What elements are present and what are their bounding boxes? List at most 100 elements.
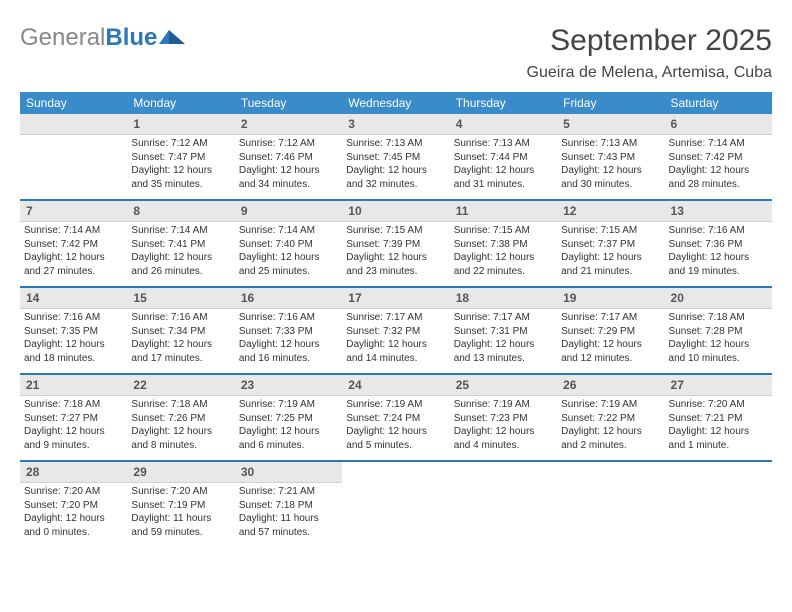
day-line: Sunset: 7:26 PM xyxy=(131,412,230,426)
day-line: and 16 minutes. xyxy=(239,352,338,366)
day-line: and 8 minutes. xyxy=(131,439,230,453)
day-line: Sunset: 7:41 PM xyxy=(131,238,230,252)
calendar-table: SundayMondayTuesdayWednesdayThursdayFrid… xyxy=(20,92,772,548)
calendar-cell: 7Sunrise: 7:14 AMSunset: 7:42 PMDaylight… xyxy=(20,201,127,287)
day-line: Sunset: 7:35 PM xyxy=(24,325,123,339)
day-line: and 0 minutes. xyxy=(24,526,123,540)
day-number: 26 xyxy=(557,375,664,396)
day-line: Sunrise: 7:12 AM xyxy=(239,137,338,151)
day-line: Sunrise: 7:15 AM xyxy=(561,224,660,238)
day-number: 7 xyxy=(20,201,127,222)
day-line: Sunrise: 7:19 AM xyxy=(454,398,553,412)
day-number: 30 xyxy=(235,462,342,483)
day-line: Daylight: 12 hours xyxy=(346,425,445,439)
day-line: and 22 minutes. xyxy=(454,265,553,279)
calendar-cell: 12Sunrise: 7:15 AMSunset: 7:37 PMDayligh… xyxy=(557,201,664,287)
day-number: 16 xyxy=(235,288,342,309)
day-body: Sunrise: 7:12 AMSunset: 7:47 PMDaylight:… xyxy=(127,135,234,195)
logo-text: GeneralBlue xyxy=(20,24,157,52)
calendar-cell: 22Sunrise: 7:18 AMSunset: 7:26 PMDayligh… xyxy=(127,375,234,461)
day-line: and 32 minutes. xyxy=(346,178,445,192)
day-line: and 4 minutes. xyxy=(454,439,553,453)
day-line: Sunset: 7:20 PM xyxy=(24,499,123,513)
day-line: Sunrise: 7:18 AM xyxy=(669,311,768,325)
calendar-cell: 25Sunrise: 7:19 AMSunset: 7:23 PMDayligh… xyxy=(450,375,557,461)
day-line: and 5 minutes. xyxy=(346,439,445,453)
day-line: Daylight: 12 hours xyxy=(561,251,660,265)
day-line: and 18 minutes. xyxy=(24,352,123,366)
calendar-cell: 15Sunrise: 7:16 AMSunset: 7:34 PMDayligh… xyxy=(127,288,234,374)
calendar-cell: 28 Sunrise: 7:20 AMSunset: 7:20 PMDayligh… xyxy=(20,462,127,548)
day-body: Sunrise: 7:20 AMSunset: 7:21 PMDaylight:… xyxy=(665,396,772,456)
calendar-cell: 1Sunrise: 7:12 AMSunset: 7:47 PMDaylight… xyxy=(127,114,234,200)
day-line: Sunrise: 7:18 AM xyxy=(24,398,123,412)
calendar-body: 1Sunrise: 7:12 AMSunset: 7:47 PMDaylight… xyxy=(20,114,772,548)
calendar-cell: 21Sunrise: 7:18 AMSunset: 7:27 PMDayligh… xyxy=(20,375,127,461)
calendar-cell: 24Sunrise: 7:19 AMSunset: 7:24 PMDayligh… xyxy=(342,375,449,461)
day-body: Sunrise: 7:21 AMSunset: 7:18 PMDaylight:… xyxy=(235,483,342,543)
location: Gueira de Melena, Artemisa, Cuba xyxy=(527,64,772,82)
calendar-cell: 4Sunrise: 7:13 AMSunset: 7:44 PMDaylight… xyxy=(450,114,557,200)
day-body: Sunrise: 7:19 AMSunset: 7:23 PMDaylight:… xyxy=(450,396,557,456)
calendar-cell: 2Sunrise: 7:12 AMSunset: 7:46 PMDaylight… xyxy=(235,114,342,200)
day-number: 18 xyxy=(450,288,557,309)
day-line: Daylight: 12 hours xyxy=(454,338,553,352)
title-block: September 2025 Gueira de Melena, Artemis… xyxy=(527,24,772,82)
day-number: 2 xyxy=(235,114,342,135)
day-line: and 12 minutes. xyxy=(561,352,660,366)
month-title: September 2025 xyxy=(527,24,772,58)
day-line: and 34 minutes. xyxy=(239,178,338,192)
day-number: 28 xyxy=(20,462,127,483)
day-line: and 1 minute. xyxy=(669,439,768,453)
day-line: Sunrise: 7:20 AM xyxy=(24,485,123,499)
day-line: Sunset: 7:36 PM xyxy=(669,238,768,252)
day-line: Daylight: 12 hours xyxy=(669,164,768,178)
day-body: Sunrise: 7:17 AMSunset: 7:29 PMDaylight:… xyxy=(557,309,664,369)
weekday-header: Wednesday xyxy=(342,92,449,114)
day-line: Sunset: 7:42 PM xyxy=(669,151,768,165)
day-line: and 30 minutes. xyxy=(561,178,660,192)
day-body: Sunrise: 7:14 AMSunset: 7:42 PMDaylight:… xyxy=(20,222,127,282)
day-body: Sunrise: 7:19 AMSunset: 7:24 PMDaylight:… xyxy=(342,396,449,456)
day-body: Sunrise: 7:17 AMSunset: 7:31 PMDaylight:… xyxy=(450,309,557,369)
calendar-cell: 5Sunrise: 7:13 AMSunset: 7:43 PMDaylight… xyxy=(557,114,664,200)
day-line: and 57 minutes. xyxy=(239,526,338,540)
weekday-header: Saturday xyxy=(665,92,772,114)
calendar-cell: 6Sunrise: 7:14 AMSunset: 7:42 PMDaylight… xyxy=(665,114,772,200)
calendar-head: SundayMondayTuesdayWednesdayThursdayFrid… xyxy=(20,92,772,114)
day-number: 6 xyxy=(665,114,772,135)
day-line: and 17 minutes. xyxy=(131,352,230,366)
day-number: 11 xyxy=(450,201,557,222)
day-number: 10 xyxy=(342,201,449,222)
day-number: 15 xyxy=(127,288,234,309)
day-body: Sunrise: 7:12 AMSunset: 7:46 PMDaylight:… xyxy=(235,135,342,195)
day-line: Daylight: 12 hours xyxy=(24,338,123,352)
day-line: Daylight: 11 hours xyxy=(131,512,230,526)
day-body: Sunrise: 7:19 AMSunset: 7:25 PMDaylight:… xyxy=(235,396,342,456)
day-number: 1 xyxy=(127,114,234,135)
day-line: Daylight: 12 hours xyxy=(239,164,338,178)
weekday-header: Tuesday xyxy=(235,92,342,114)
day-line: Daylight: 12 hours xyxy=(669,338,768,352)
day-number: 19 xyxy=(557,288,664,309)
day-number: 3 xyxy=(342,114,449,135)
day-number: 23 xyxy=(235,375,342,396)
day-line: Daylight: 12 hours xyxy=(24,512,123,526)
calendar-cell xyxy=(342,462,449,548)
day-body: Sunrise: 7:14 AMSunset: 7:40 PMDaylight:… xyxy=(235,222,342,282)
day-body: Sunrise: 7:18 AMSunset: 7:28 PMDaylight:… xyxy=(665,309,772,369)
day-body: Sunrise: 7:19 AMSunset: 7:22 PMDaylight:… xyxy=(557,396,664,456)
day-body: Sunrise: 7:13 AMSunset: 7:44 PMDaylight:… xyxy=(450,135,557,195)
day-line: Sunrise: 7:16 AM xyxy=(239,311,338,325)
day-line: and 26 minutes. xyxy=(131,265,230,279)
day-line: Sunset: 7:29 PM xyxy=(561,325,660,339)
calendar-cell xyxy=(450,462,557,548)
logo-part2: Blue xyxy=(105,24,157,51)
day-line: and 10 minutes. xyxy=(669,352,768,366)
day-line: Daylight: 12 hours xyxy=(669,251,768,265)
day-line: Sunrise: 7:16 AM xyxy=(24,311,123,325)
calendar-cell: 14Sunrise: 7:16 AMSunset: 7:35 PMDayligh… xyxy=(20,288,127,374)
logo: GeneralBlue xyxy=(20,24,187,52)
day-number: 29 xyxy=(127,462,234,483)
day-line: and 59 minutes. xyxy=(131,526,230,540)
